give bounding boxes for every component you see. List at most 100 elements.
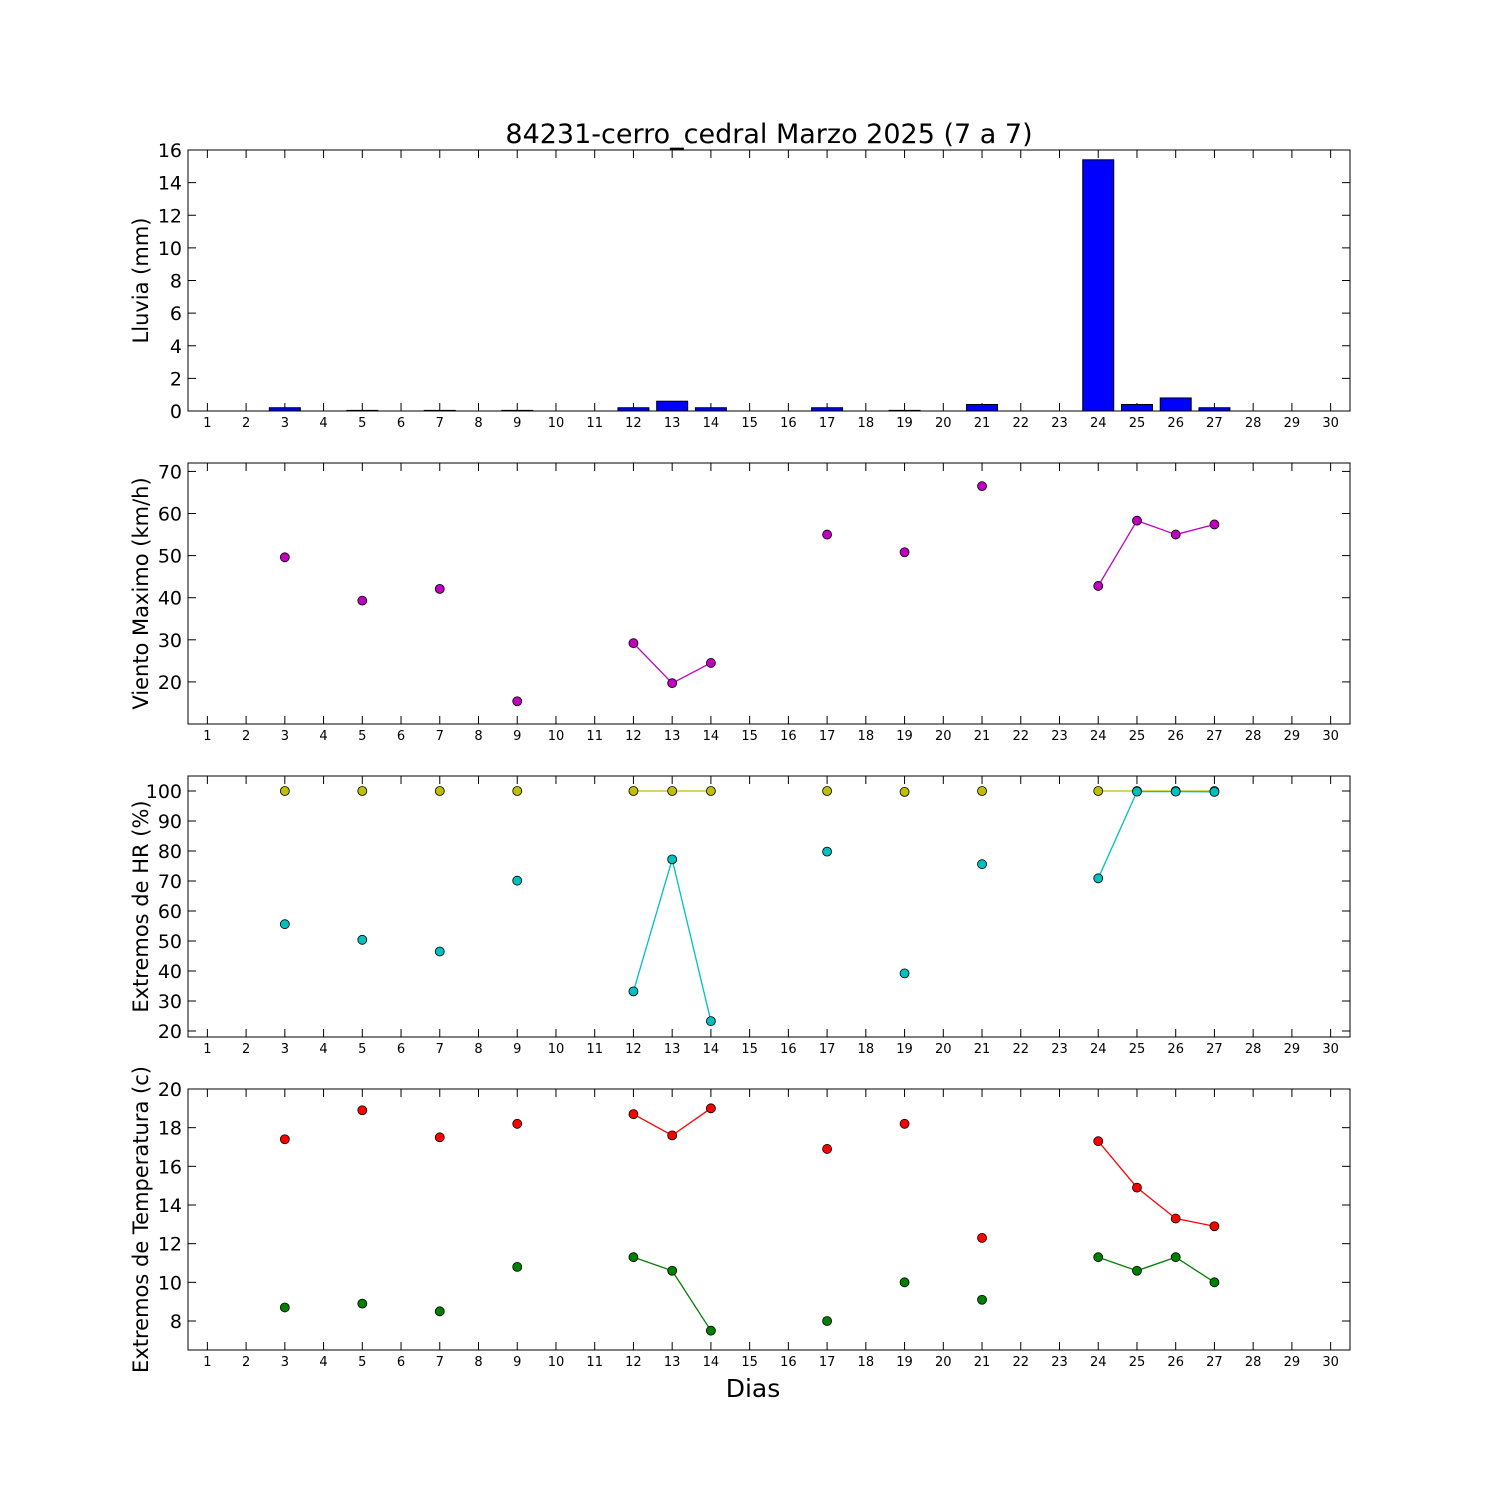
series-2-point bbox=[978, 1295, 987, 1304]
series-2-point bbox=[978, 860, 987, 869]
x-tick-label: 18 bbox=[858, 416, 875, 431]
x-tick-label: 5 bbox=[358, 729, 366, 744]
x-axis-label: Dias bbox=[726, 1374, 781, 1403]
y-tick-label: 60 bbox=[158, 901, 182, 923]
x-tick-label: 12 bbox=[625, 1042, 642, 1057]
series-2-point bbox=[1171, 787, 1180, 796]
series-1-line bbox=[1098, 521, 1137, 586]
y-tick-label: 8 bbox=[170, 271, 182, 293]
x-tick-label: 20 bbox=[935, 729, 952, 744]
series-1-point bbox=[1094, 1137, 1103, 1146]
x-tick-label: 6 bbox=[397, 1355, 405, 1370]
series-2-point bbox=[435, 1307, 444, 1316]
y-tick-label: 30 bbox=[158, 991, 182, 1013]
series-2-point bbox=[900, 969, 909, 978]
x-tick-label: 27 bbox=[1206, 1042, 1223, 1057]
x-tick-label: 9 bbox=[513, 416, 521, 431]
series-1-point bbox=[358, 787, 367, 796]
x-tick-label: 24 bbox=[1090, 1042, 1107, 1057]
series-1-point bbox=[706, 787, 715, 796]
x-tick-label: 25 bbox=[1129, 1042, 1146, 1057]
series-1-line bbox=[1098, 1141, 1137, 1187]
series-1-point bbox=[513, 697, 522, 706]
y-tick-label: 10 bbox=[158, 238, 182, 260]
x-tick-label: 29 bbox=[1284, 1355, 1301, 1370]
rain-bar bbox=[502, 410, 533, 411]
x-tick-label: 5 bbox=[358, 1042, 366, 1057]
x-tick-label: 7 bbox=[436, 416, 444, 431]
x-tick-label: 19 bbox=[896, 1042, 913, 1057]
series-1-point bbox=[1171, 530, 1180, 539]
x-tick-label: 4 bbox=[319, 1355, 327, 1370]
x-tick-label: 7 bbox=[436, 1355, 444, 1370]
y-tick-label: 50 bbox=[158, 546, 182, 568]
x-tick-label: 17 bbox=[819, 1355, 836, 1370]
series-1-point bbox=[823, 530, 832, 539]
x-tick-label: 9 bbox=[513, 729, 521, 744]
series-1-point bbox=[823, 1144, 832, 1153]
series-1-point bbox=[978, 1233, 987, 1242]
x-tick-label: 20 bbox=[935, 1355, 952, 1370]
x-tick-label: 24 bbox=[1090, 729, 1107, 744]
y-axis-label: Extremos de HR (%) bbox=[129, 800, 153, 1012]
series-1-line bbox=[1137, 1188, 1176, 1219]
series-1-point bbox=[1171, 1214, 1180, 1223]
x-tick-label: 7 bbox=[436, 729, 444, 744]
rain-bar bbox=[1121, 404, 1152, 411]
rain-bar bbox=[618, 408, 649, 411]
x-tick-label: 21 bbox=[974, 1355, 991, 1370]
x-tick-label: 24 bbox=[1090, 1355, 1107, 1370]
x-tick-label: 26 bbox=[1167, 1355, 1184, 1370]
series-1-point bbox=[435, 787, 444, 796]
rain-bar bbox=[1199, 408, 1230, 411]
series-1-point bbox=[900, 548, 909, 557]
x-tick-label: 1 bbox=[203, 729, 211, 744]
y-tick-label: 40 bbox=[158, 961, 182, 983]
x-tick-label: 20 bbox=[935, 1042, 952, 1057]
series-1-point bbox=[1094, 787, 1103, 796]
x-tick-label: 21 bbox=[974, 416, 991, 431]
y-tick-label: 12 bbox=[158, 205, 182, 227]
y-tick-label: 70 bbox=[158, 871, 182, 893]
series-1-line bbox=[633, 1114, 672, 1135]
x-tick-label: 18 bbox=[858, 1042, 875, 1057]
rain-bar bbox=[657, 401, 688, 411]
series-1-point bbox=[1094, 581, 1103, 590]
x-tick-label: 3 bbox=[281, 416, 289, 431]
x-tick-label: 22 bbox=[1012, 416, 1029, 431]
x-tick-label: 14 bbox=[703, 416, 720, 431]
x-tick-label: 23 bbox=[1051, 1042, 1068, 1057]
rain-bar bbox=[269, 408, 300, 411]
series-2-point bbox=[629, 987, 638, 996]
series-1-point bbox=[978, 787, 987, 796]
x-tick-label: 8 bbox=[474, 416, 482, 431]
y-tick-label: 30 bbox=[158, 630, 182, 652]
x-tick-label: 8 bbox=[474, 729, 482, 744]
y-tick-label: 18 bbox=[158, 1118, 182, 1140]
x-tick-label: 13 bbox=[664, 729, 681, 744]
series-1-point bbox=[629, 639, 638, 648]
x-tick-label: 25 bbox=[1129, 1355, 1146, 1370]
series-1-point bbox=[900, 1119, 909, 1128]
x-tick-label: 23 bbox=[1051, 416, 1068, 431]
x-tick-label: 21 bbox=[974, 1042, 991, 1057]
series-2-point bbox=[1210, 787, 1219, 796]
x-tick-label: 18 bbox=[858, 729, 875, 744]
x-tick-label: 4 bbox=[319, 729, 327, 744]
x-tick-label: 19 bbox=[896, 1355, 913, 1370]
rain-bar bbox=[967, 404, 998, 411]
x-tick-label: 30 bbox=[1322, 1042, 1339, 1057]
x-tick-label: 28 bbox=[1245, 729, 1262, 744]
y-tick-label: 12 bbox=[158, 1234, 182, 1256]
x-tick-label: 2 bbox=[242, 1355, 250, 1370]
x-tick-label: 12 bbox=[625, 416, 642, 431]
x-tick-label: 20 bbox=[935, 416, 952, 431]
series-1-line bbox=[633, 643, 672, 683]
series-1-point bbox=[900, 787, 909, 796]
series-2-point bbox=[668, 1266, 677, 1275]
series-1-point bbox=[1132, 516, 1141, 525]
y-axis-label: Viento Maximo (km/h) bbox=[129, 477, 153, 709]
x-tick-label: 8 bbox=[474, 1355, 482, 1370]
